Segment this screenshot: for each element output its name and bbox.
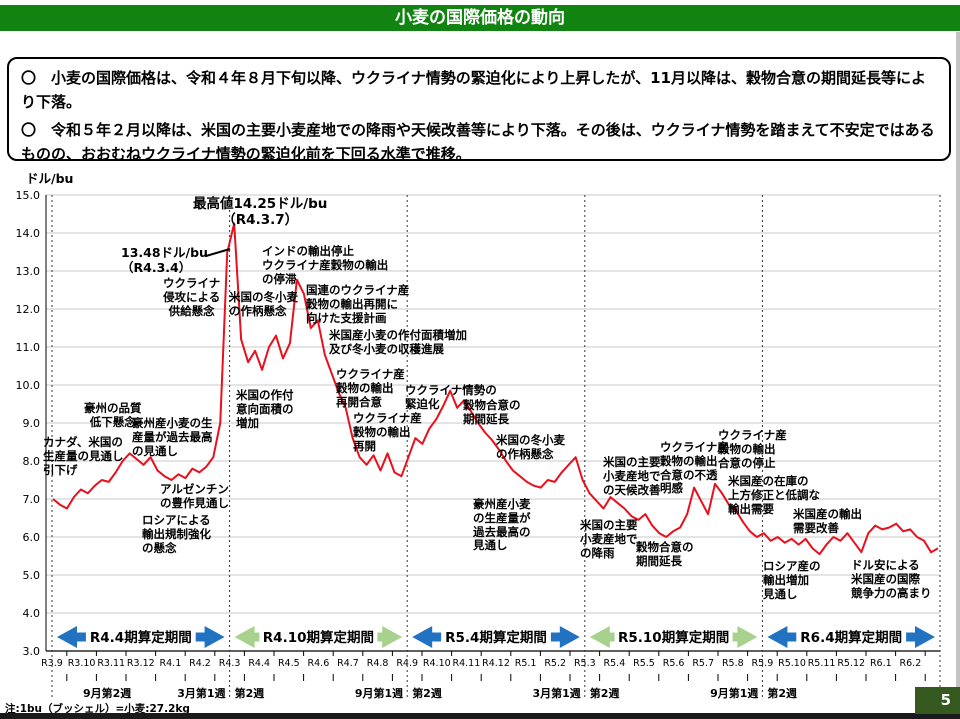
x-tick-label: R5.5 xyxy=(633,658,655,669)
period-label: R6.4期算定期間 xyxy=(800,629,902,646)
y-tick-label: 8.0 xyxy=(23,455,41,468)
x-tick-label: R5.8 xyxy=(722,658,744,669)
x-tick-label: R5.6 xyxy=(663,658,685,669)
arrow-bar xyxy=(195,632,206,642)
x-tick-label: R5.7 xyxy=(692,658,714,669)
y-tick-label: 11.0 xyxy=(16,341,41,354)
annotation-connector xyxy=(205,248,231,257)
x-tick-label: R4.7 xyxy=(337,658,359,669)
x-tick-label: R5.2 xyxy=(544,658,566,669)
arrow-right-icon xyxy=(915,626,935,648)
arrow-left-icon xyxy=(589,626,610,648)
y-tick-label: 10.0 xyxy=(16,379,41,392)
x-tick-label: R5.1 xyxy=(515,658,537,669)
week-label: 9月第1週 xyxy=(355,686,403,700)
x-tick-label: R4.4 xyxy=(248,658,270,669)
week-label: 3月第1週 xyxy=(177,686,225,700)
y-tick-label: 15.0 xyxy=(16,189,41,202)
arrow-bar xyxy=(906,632,916,642)
period-label: R5.4期算定期間 xyxy=(445,629,547,646)
arrow-bar xyxy=(732,632,739,642)
x-tick-label: R4.12 xyxy=(482,658,510,669)
arrow-bar xyxy=(253,632,260,642)
arrow-right-icon xyxy=(737,626,758,648)
week-label: 9月第2週 xyxy=(83,686,131,700)
x-tick-label: R5.3 xyxy=(574,658,596,669)
y-tick-label: 7.0 xyxy=(23,493,41,506)
arrow-left-icon xyxy=(57,626,77,648)
y-axis-unit-label: ドル/bu xyxy=(26,171,74,186)
price-line xyxy=(52,222,939,556)
bottom-bar xyxy=(0,713,960,719)
page-title: 小麦の国際価格の動向 xyxy=(395,8,565,28)
arrow-right-icon xyxy=(204,626,225,648)
y-tick-label: 12.0 xyxy=(16,303,41,316)
arrow-bar xyxy=(608,632,615,642)
arrow-bar xyxy=(431,632,442,642)
arrow-left-icon xyxy=(767,626,788,648)
y-tick-label: 9.0 xyxy=(23,417,41,430)
week-label: 第2週 xyxy=(235,686,265,700)
x-tick-label: R4.2 xyxy=(189,658,211,669)
summary-box: 〇 小麦の国際価格は、令和４年８月下旬以降、ウクライナ情勢の緊迫化により上昇した… xyxy=(7,57,951,163)
x-tick-label: R6.2 xyxy=(900,658,922,669)
x-tick-label: R5.9 xyxy=(752,658,774,669)
arrow-left-icon xyxy=(234,626,255,648)
summary-bullet-2: 〇 令和５年２月以降は、米国の主要小麦産地での降雨や天候改善等により下落。その後… xyxy=(21,120,935,163)
x-tick-label: R4.10 xyxy=(423,658,451,669)
slide-title-bar: 小麦の国際価格の動向 xyxy=(0,5,960,31)
period-label: R5.10期算定期間 xyxy=(618,629,729,646)
arrow-bar xyxy=(76,632,86,642)
arrow-right-icon xyxy=(382,626,403,648)
y-tick-label: 14.0 xyxy=(16,227,41,240)
x-tick-label: R4.8 xyxy=(367,658,389,669)
period-label: R4.10期算定期間 xyxy=(263,629,374,646)
x-tick-label: R5.11 xyxy=(808,658,836,669)
x-tick-label: R3.11 xyxy=(97,658,125,669)
week-label: 第2週 xyxy=(412,686,442,700)
page-number-badge: 5 xyxy=(915,687,960,714)
x-tick-label: R6.1 xyxy=(870,658,892,669)
x-tick-label: R4.3 xyxy=(219,658,241,669)
y-tick-label: 4.0 xyxy=(23,607,41,620)
summary-bullet-1: 〇 小麦の国際価格は、令和４年８月下旬以降、ウクライナ情勢の緊迫化により上昇した… xyxy=(21,69,926,112)
arrow-bar xyxy=(786,632,797,642)
x-tick-label: R3.10 xyxy=(68,658,96,669)
x-tick-label: R4.11 xyxy=(453,658,481,669)
x-tick-label: R3.9 xyxy=(41,658,63,669)
arrow-bar xyxy=(377,632,384,642)
week-label: 3月第1週 xyxy=(532,686,580,700)
x-tick-label: R4.1 xyxy=(160,658,182,669)
arrow-right-icon xyxy=(559,626,580,648)
y-tick-label: 13.0 xyxy=(16,265,41,278)
x-tick-label: R5.12 xyxy=(837,658,865,669)
arrow-bar xyxy=(550,632,561,642)
x-tick-label: R3.12 xyxy=(127,658,155,669)
period-label: R4.4期算定期間 xyxy=(90,629,192,646)
x-tick-label: R5.4 xyxy=(604,658,626,669)
y-tick-label: 5.0 xyxy=(23,569,41,582)
footnote: 注:1bu（ブッシェル）=小麦:27.2kg xyxy=(5,703,190,715)
x-tick-label: R4.9 xyxy=(396,658,418,669)
x-tick-label: R5.10 xyxy=(778,658,806,669)
x-tick-label: R4.5 xyxy=(278,658,300,669)
week-label: 第2週 xyxy=(767,686,797,700)
arrow-left-icon xyxy=(412,626,433,648)
y-tick-label: 3.0 xyxy=(23,645,41,658)
week-label: 9月第1週 xyxy=(710,686,758,700)
right-edge-shadow xyxy=(956,32,960,713)
x-tick-label: R4.6 xyxy=(308,658,330,669)
week-label: 第2週 xyxy=(590,686,620,700)
y-tick-label: 6.0 xyxy=(23,531,41,544)
